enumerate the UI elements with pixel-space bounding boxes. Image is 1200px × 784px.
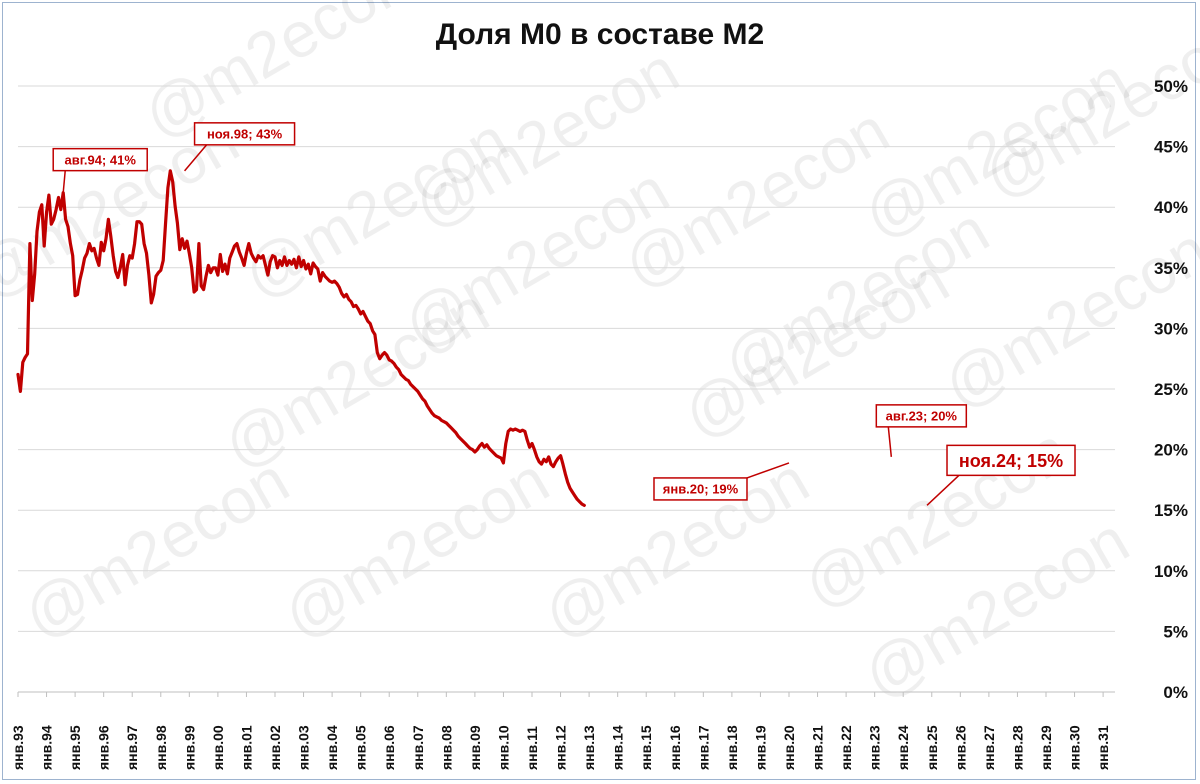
x-tick-label: янв.11: [524, 726, 540, 770]
x-tick-label: янв.94: [39, 725, 55, 770]
x-tick-label: янв.25: [924, 725, 940, 770]
x-tick-label: янв.04: [324, 725, 340, 770]
annotation-leader: [888, 427, 891, 457]
annotation-label: авг.94; 41%: [65, 152, 137, 167]
annotation-label: янв.20; 19%: [663, 482, 739, 497]
y-tick-label: 20%: [1154, 441, 1188, 460]
y-axis-ticks: 0% 5% 10% 15% 20% 25% 30% 35% 40% 45% 50%: [1154, 77, 1188, 702]
x-tick-label: янв.20: [781, 725, 797, 770]
watermark-text: @m2econ: [271, 443, 560, 652]
x-tick-label: янв.00: [210, 725, 226, 770]
x-tick-label: янв.99: [181, 725, 197, 770]
x-tick-label: янв.06: [381, 725, 397, 770]
x-tick-label: янв.31: [1095, 725, 1111, 770]
x-tick-label: янв.96: [96, 725, 112, 770]
y-tick-label: 50%: [1154, 77, 1188, 96]
y-tick-label: 25%: [1154, 380, 1188, 399]
x-tick-label: янв.14: [610, 725, 626, 770]
y-tick-label: 35%: [1154, 259, 1188, 278]
x-axis-ticks: янв.93 янв.94 янв.95 янв.96 янв.97 янв.98 янв.…: [10, 692, 1111, 770]
x-tick-label: янв.98: [153, 725, 169, 770]
x-tick-label: янв.08: [438, 725, 454, 770]
x-tick-label: янв.19: [752, 725, 768, 770]
x-tick-label: янв.26: [952, 725, 968, 770]
y-tick-label: 45%: [1154, 138, 1188, 157]
x-tick-label: янв.03: [296, 725, 312, 770]
watermarks: @m2econ@m2econ@m2econ@m2econ@m2econ@m2ec…: [0, 0, 1200, 712]
y-tick-label: 5%: [1163, 622, 1188, 641]
x-tick-label: янв.97: [124, 725, 140, 770]
x-tick-label: янв.17: [695, 725, 711, 770]
x-tick-label: янв.05: [353, 725, 369, 770]
x-tick-label: янв.27: [981, 725, 997, 770]
x-tick-label: янв.30: [1067, 725, 1083, 770]
y-tick-label: 0%: [1163, 683, 1188, 702]
watermark-text: @m2econ: [11, 443, 300, 652]
x-tick-label: янв.07: [410, 725, 426, 770]
x-tick-label: янв.18: [724, 725, 740, 770]
annotation-label: авг.23; 20%: [886, 409, 958, 424]
x-tick-label: янв.13: [581, 725, 597, 770]
x-tick-label: янв.22: [838, 725, 854, 770]
x-tick-label: янв.02: [267, 725, 283, 770]
x-tick-label: янв.12: [553, 725, 569, 770]
x-tick-label: янв.16: [667, 725, 683, 770]
x-tick-label: янв.24: [895, 725, 911, 770]
y-tick-label: 40%: [1154, 198, 1188, 217]
x-tick-label: янв.09: [467, 725, 483, 770]
x-tick-label: янв.28: [1009, 725, 1025, 770]
annotation-label: ноя.24; 15%: [959, 451, 1063, 471]
x-tick-label: янв.01: [238, 725, 254, 770]
x-tick-label: янв.29: [1038, 725, 1054, 770]
annotation-label: ноя.98; 43%: [207, 127, 283, 142]
x-tick-label: янв.95: [67, 725, 83, 770]
x-tick-label: янв.10: [495, 725, 511, 770]
y-tick-label: 30%: [1154, 319, 1188, 338]
watermark-text: @m2econ: [531, 443, 820, 652]
x-tick-label: янв.23: [867, 725, 883, 770]
x-tick-label: янв.93: [10, 725, 26, 770]
y-tick-label: 10%: [1154, 562, 1188, 581]
x-tick-label: янв.15: [638, 725, 654, 770]
y-tick-label: 15%: [1154, 501, 1188, 520]
x-tick-label: янв.21: [810, 725, 826, 770]
